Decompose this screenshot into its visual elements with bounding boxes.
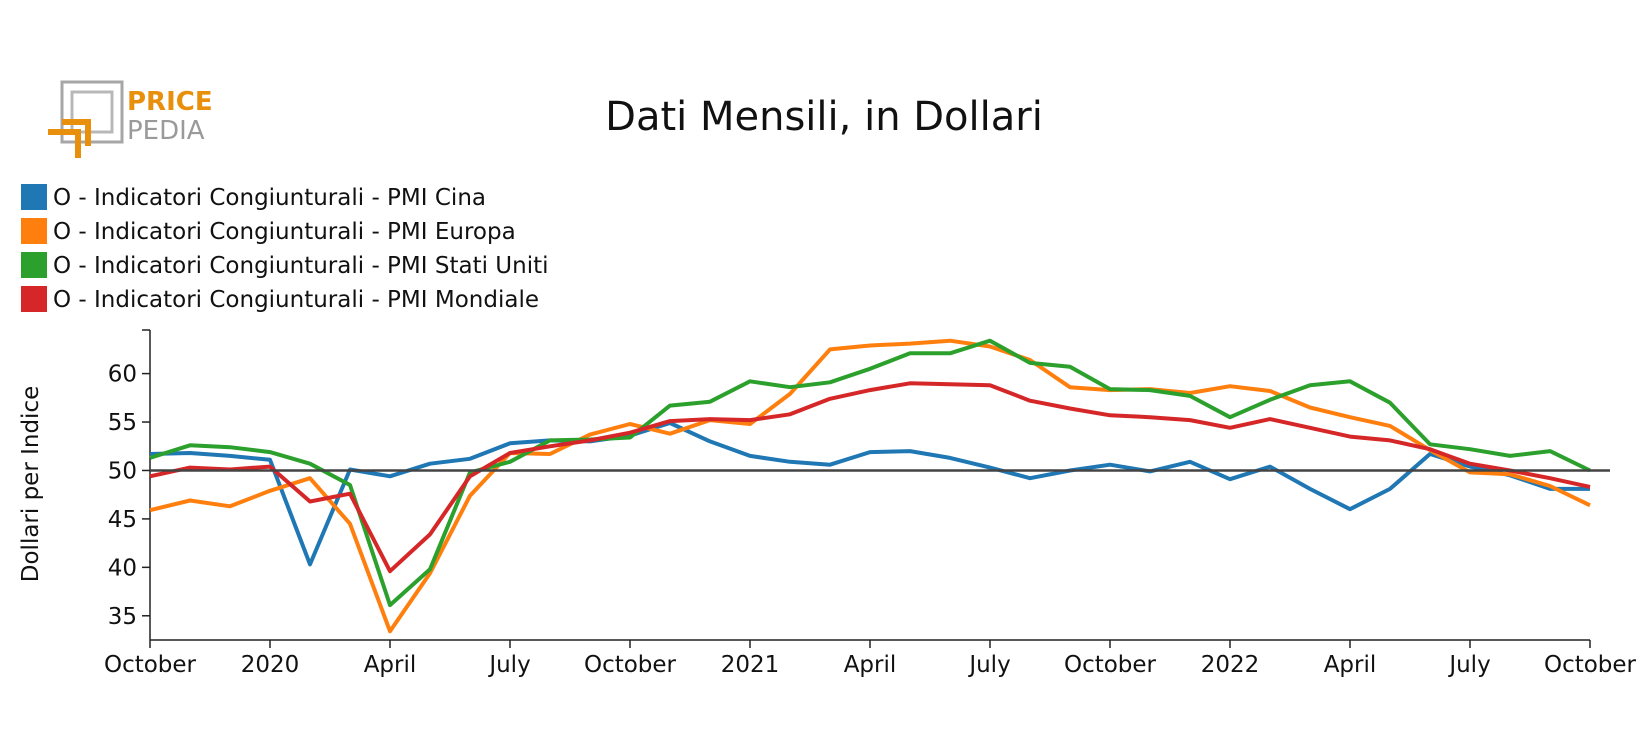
logo-mark-icon <box>48 80 124 158</box>
series-group <box>149 338 1591 634</box>
legend-swatch <box>21 218 47 244</box>
legend-label: O - Indicatori Congiunturali - PMI Stati… <box>53 253 549 279</box>
legend-label: O - Indicatori Congiunturali - PMI Europ… <box>53 219 516 245</box>
x-tick-label: July <box>487 652 530 678</box>
x-tick-label: 2022 <box>1201 652 1260 678</box>
chart-title: Dati Mensili, in Dollari <box>605 94 1043 140</box>
y-tick-label: 60 <box>108 362 137 388</box>
legend: O - Indicatori Congiunturali - PMI Cina O… <box>21 184 549 313</box>
x-tick-label: October <box>584 652 677 678</box>
logo-line-2: PEDIA <box>127 116 205 146</box>
y-tick-label: 55 <box>108 410 137 436</box>
legend-label: O - Indicatori Congiunturali - PMI Cina <box>53 185 486 211</box>
x-tick-label: April <box>1324 652 1377 678</box>
x-tick-label: July <box>1447 652 1490 678</box>
x-tick-label: October <box>104 652 197 678</box>
logo-line-1: PRICE <box>127 87 213 117</box>
x-tick-label: October <box>1064 652 1157 678</box>
y-tick-label: 50 <box>108 458 137 484</box>
legend-label: O - Indicatori Congiunturali - PMI Mondi… <box>53 287 539 313</box>
y-axis-title: Dollari per Indice <box>18 386 44 582</box>
y-tick-label: 35 <box>108 604 137 630</box>
y-tick-label: 45 <box>108 507 137 533</box>
axes: 35 40 45 50 55 60 October 2020 April July October 2… <box>104 329 1637 678</box>
legend-swatch <box>21 286 47 312</box>
series-line <box>149 381 1591 574</box>
x-tick-label: 2021 <box>721 652 780 678</box>
x-tick-label: July <box>967 652 1010 678</box>
series-line <box>149 421 1590 567</box>
x-tick-label: April <box>844 652 897 678</box>
x-tick-label: April <box>364 652 417 678</box>
legend-swatch <box>21 252 47 278</box>
series-line <box>149 338 1591 608</box>
x-tick-label: 2020 <box>241 652 300 678</box>
legend-swatch <box>21 184 47 210</box>
y-tick-label: 40 <box>108 555 137 581</box>
pricepedia-logo: PRICE PEDIA <box>48 80 213 158</box>
x-tick-label: October <box>1544 652 1637 678</box>
series-line <box>149 338 1591 634</box>
